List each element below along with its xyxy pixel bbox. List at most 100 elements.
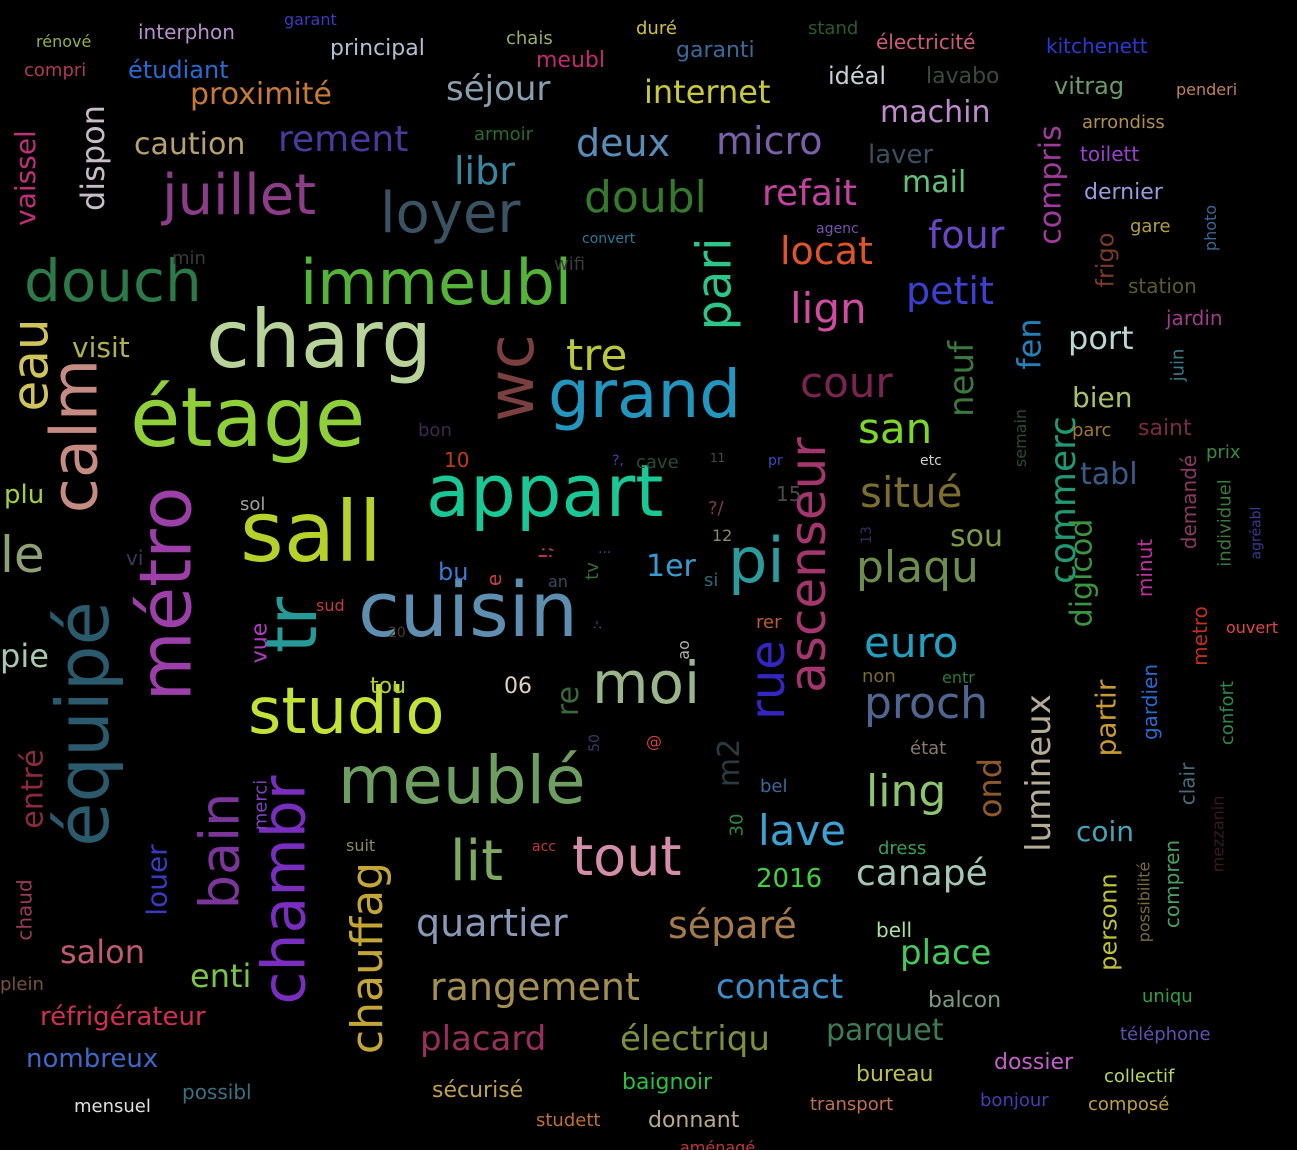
word-garant: garant xyxy=(284,10,337,29)
word-metro-small: metro xyxy=(1187,606,1212,666)
word-station: station xyxy=(1128,274,1197,298)
word-jardin: jardin xyxy=(1166,306,1223,330)
word-visit: visit xyxy=(72,331,130,364)
word-gardien: gardien xyxy=(1138,663,1163,741)
word-dernier: dernier xyxy=(1084,180,1163,205)
word-fen: fen xyxy=(1010,318,1049,370)
word-arrondiss: arrondiss xyxy=(1082,112,1165,133)
word-situe: situé xyxy=(860,468,963,517)
word-bu: bu xyxy=(438,558,469,586)
word-gare: gare xyxy=(1130,216,1171,237)
word-1er: 1er xyxy=(646,549,696,584)
word-sou: sou xyxy=(950,519,1003,554)
word-juillet: juillet xyxy=(162,163,317,228)
word-port: port xyxy=(1068,319,1134,357)
word-micro: micro xyxy=(716,119,823,163)
word-place: place xyxy=(900,933,992,973)
word-toilett: toilett xyxy=(1080,142,1140,166)
word-douch: douch xyxy=(24,247,202,315)
word-bel: bel xyxy=(760,776,788,797)
word-plein: plein xyxy=(0,974,44,995)
word-compren: compren xyxy=(1160,839,1185,929)
word-vaissel: vaissel xyxy=(8,130,42,226)
word-prix: prix xyxy=(1206,442,1241,463)
word-refrigerateur: réfrigérateur xyxy=(40,1002,206,1032)
word-kitchenett: kitchenett xyxy=(1046,34,1148,58)
word-eau: eau xyxy=(1,318,60,412)
word-lavabo: lavabo xyxy=(926,64,1000,89)
word-re: re xyxy=(551,685,587,717)
word-interphon: interphon xyxy=(138,20,235,44)
word-garanti: garanti xyxy=(676,38,755,63)
word-30: 30 xyxy=(726,813,748,837)
word-non: non xyxy=(862,666,896,687)
word-securise: sécurisé xyxy=(432,1078,524,1103)
word-charg: charg xyxy=(206,293,432,386)
word-20: 20 xyxy=(388,625,406,641)
word-principal: principal xyxy=(330,36,425,61)
word-machin: machin xyxy=(880,95,991,130)
word-excl: !; xyxy=(535,546,557,560)
word-grand: grand xyxy=(548,356,742,433)
word-wc: wc xyxy=(474,334,549,422)
word-locat: locat xyxy=(780,229,873,273)
word-placard: placard xyxy=(420,1019,547,1059)
word-11: 11 xyxy=(710,451,726,465)
word-salon: salon xyxy=(60,933,146,971)
word-san: san xyxy=(858,404,933,453)
word-possibl: possibl xyxy=(182,1080,252,1104)
word-possibilite: possibilité xyxy=(1134,861,1154,943)
word-at: @ xyxy=(646,732,662,751)
word-suit: suit xyxy=(346,836,376,855)
word-tre: tre xyxy=(566,330,628,381)
word-entre: entré xyxy=(15,749,51,829)
word-demande: demandé xyxy=(1177,454,1202,550)
word-partir: partir xyxy=(1089,679,1123,757)
word-acc: acc xyxy=(532,839,556,855)
word-vi: vi xyxy=(126,546,144,570)
word-quartier: quartier xyxy=(416,901,568,945)
word-nombreux: nombreux xyxy=(26,1044,159,1074)
word-mail: mail xyxy=(902,165,967,200)
word-proximite: proximité xyxy=(190,77,333,112)
word-moi: moi xyxy=(592,649,701,717)
word-si: si xyxy=(704,570,719,591)
word-dure: duré xyxy=(636,18,677,39)
word-chauffag: chauffag xyxy=(342,861,394,1055)
word-caution: caution xyxy=(134,127,246,162)
word-equipe: équipé xyxy=(40,601,125,847)
word-parc: parc xyxy=(1072,420,1112,441)
word-four: four xyxy=(928,213,1005,257)
word-pie: pie xyxy=(0,637,49,675)
word-wifi: wifi xyxy=(554,254,586,275)
word-entr: entr xyxy=(942,668,975,687)
word-pr: pr xyxy=(768,453,783,469)
word-meuble: meublé xyxy=(338,742,586,819)
word-dispon: dispon xyxy=(74,104,113,212)
word-sud: sud xyxy=(316,596,345,615)
word-rangement: rangement xyxy=(430,965,640,1009)
word-bien: bien xyxy=(1072,381,1133,414)
word-qcomma: ?, xyxy=(612,453,624,469)
word-studio: studio xyxy=(248,675,445,749)
word-mensuel: mensuel xyxy=(74,1096,151,1117)
word-convert: convert xyxy=(582,231,636,247)
word-etage: étage xyxy=(130,371,366,466)
word-bell: bell xyxy=(876,918,913,942)
word-plu: plu xyxy=(4,480,45,510)
word-loyer: loyer xyxy=(380,181,521,246)
word-collectif: collectif xyxy=(1104,1066,1175,1087)
word-dossier: dossier xyxy=(994,1050,1074,1075)
word-rement: rement xyxy=(278,119,409,160)
word-laver: laver xyxy=(868,140,934,170)
word-contact: contact xyxy=(716,967,844,1007)
word-chaud: chaud xyxy=(12,879,37,941)
word-12: 12 xyxy=(712,526,733,545)
word-lign: lign xyxy=(790,284,867,333)
word-ouvert: ouvert xyxy=(1226,618,1279,637)
word-canape: canapé xyxy=(856,853,988,894)
word-an: an xyxy=(548,572,568,591)
word-lit: lit xyxy=(450,829,504,894)
word-uniqu: uniqu xyxy=(1142,986,1193,1007)
